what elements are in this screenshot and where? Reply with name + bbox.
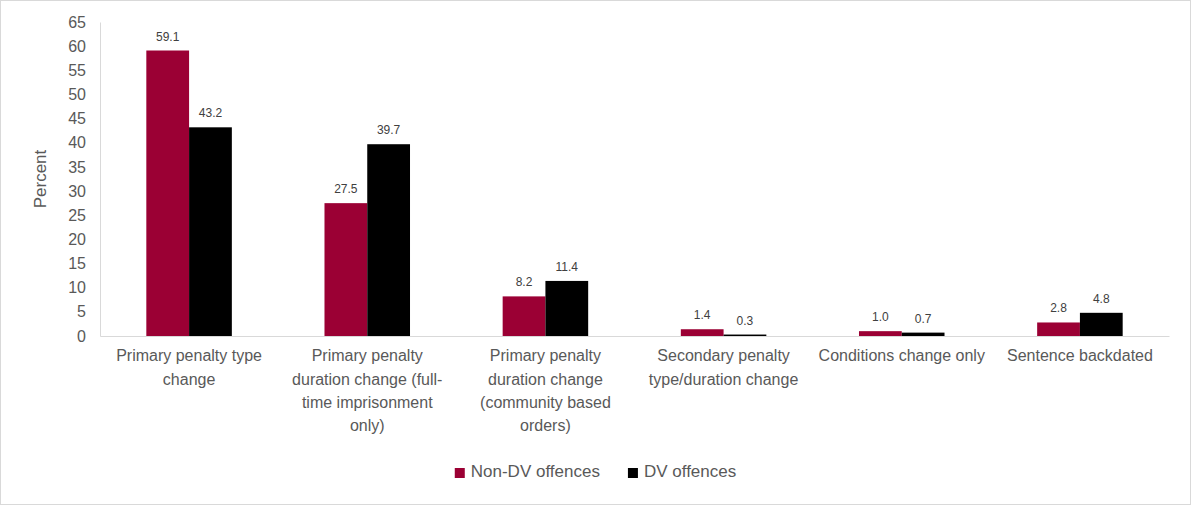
x-tick: Conditions change only <box>819 336 985 364</box>
x-tick-label: Conditions change only <box>819 347 985 364</box>
x-axis: Primary penalty typechangePrimary penalt… <box>101 336 1170 434</box>
y-tick-label: 40 <box>68 134 86 151</box>
y-tick: 0 <box>77 328 100 345</box>
y-tick-label: 20 <box>68 231 86 248</box>
bar <box>146 51 189 336</box>
y-tick-label: 55 <box>68 62 86 79</box>
y-tick: 5 <box>77 303 100 320</box>
x-tick-label-line: orders) <box>520 417 571 434</box>
series <box>146 51 1080 336</box>
chart: 0 5 10 15 20 25 30 35 40 45 50 55 60 65 59.1 27.5 8.2 1.4… <box>0 0 1191 505</box>
x-tick: Primary penalty duration change (full-tim… <box>292 336 442 434</box>
y-tick-label: 5 <box>77 303 86 320</box>
bar <box>1080 313 1123 336</box>
data-labels: 59.1 27.5 8.2 1.4 1.0 2.8 43.2 39.7 11.4 0.3 0.7 4.… <box>156 30 1110 328</box>
bar <box>189 127 232 336</box>
y-tick: 65 <box>68 14 100 31</box>
data-label: 4.8 <box>1093 292 1110 306</box>
y-tick-label: 30 <box>68 183 86 200</box>
data-label: 43.2 <box>199 106 223 120</box>
y-tick-label: 0 <box>77 328 86 345</box>
x-tick: Sentence backdated <box>1007 336 1153 364</box>
bar <box>1037 322 1080 336</box>
y-tick-label: 25 <box>68 207 86 224</box>
bar <box>859 331 902 336</box>
x-axis-line <box>101 336 1170 337</box>
y-axis-title: Percent <box>31 149 50 208</box>
x-tick: Primary penalty duration change (community… <box>480 336 611 434</box>
y-tick-label: 35 <box>68 159 86 176</box>
legend-item: Non-DV offences <box>455 462 600 481</box>
x-tick-label: Primary penalty duration change (full-tim… <box>292 347 442 434</box>
data-label: 39.7 <box>377 123 401 137</box>
x-tick-label-line: change <box>163 371 216 388</box>
y-tick-label: 50 <box>68 86 86 103</box>
bar <box>681 329 724 336</box>
y-tick: 20 <box>68 231 100 248</box>
legend-swatch <box>628 468 638 478</box>
y-axis: 0 5 10 15 20 25 30 35 40 45 50 55 60 65 <box>68 14 100 345</box>
chart-frame <box>1 1 1191 505</box>
x-tick-label-line: Sentence backdated <box>1007 347 1153 364</box>
y-tick-label: 15 <box>68 255 86 272</box>
y-tick: 50 <box>68 86 100 103</box>
bar <box>324 203 367 336</box>
x-tick-label-line: Secondary penalty <box>657 347 790 364</box>
data-label: 0.3 <box>737 314 754 328</box>
bar <box>503 296 546 336</box>
data-label: 27.5 <box>334 182 358 196</box>
x-tick: Primary penalty type change <box>116 336 262 388</box>
data-label: 1.0 <box>872 310 889 324</box>
x-tick-label-line: Primary penalty <box>490 347 601 364</box>
bar <box>367 144 410 336</box>
y-tick: 35 <box>68 159 100 176</box>
legend-item: DV offences <box>628 462 736 481</box>
bar <box>545 281 588 336</box>
y-axis-line <box>100 23 101 337</box>
legend-label: DV offences <box>644 462 736 481</box>
y-tick-label: 10 <box>68 279 86 296</box>
series <box>189 127 1123 336</box>
bar <box>724 335 767 336</box>
legend: Non-DV offences DV offences <box>455 462 736 481</box>
x-tick-label: Primary penalty duration change (community… <box>480 347 611 434</box>
y-tick: 55 <box>68 62 100 79</box>
y-tick: 45 <box>68 110 100 127</box>
legend-swatch <box>455 468 465 478</box>
data-label: 0.7 <box>915 312 932 326</box>
data-label: 8.2 <box>516 275 533 289</box>
x-tick-label: Secondary penalty type/duration change <box>649 347 799 387</box>
x-tick-label-line: time imprisonment <box>302 394 433 411</box>
x-tick-label: Sentence backdated <box>1007 347 1153 364</box>
x-tick-label: Primary penalty type change <box>116 347 262 387</box>
y-tick-label: 45 <box>68 110 86 127</box>
y-tick: 40 <box>68 134 100 151</box>
x-tick-label-line: (community based <box>480 394 611 411</box>
data-label: 59.1 <box>156 30 180 44</box>
x-tick-label-line: type/duration change <box>649 371 799 388</box>
x-tick-label-line: only) <box>350 417 385 434</box>
legend-label: Non-DV offences <box>471 462 600 481</box>
bars <box>146 51 1122 336</box>
data-label: 1.4 <box>694 308 711 322</box>
data-label: 11.4 <box>556 260 579 274</box>
y-tick: 60 <box>68 38 100 55</box>
y-tick: 25 <box>68 207 100 224</box>
data-label: 2.8 <box>1050 301 1067 315</box>
x-tick: Secondary penalty type/duration change <box>649 336 799 388</box>
x-tick-label-line: duration change <box>488 371 603 388</box>
y-tick: 10 <box>68 279 100 296</box>
y-tick-label: 60 <box>68 38 86 55</box>
y-tick-label: 65 <box>68 14 86 31</box>
y-tick: 30 <box>68 183 100 200</box>
plot: 0 5 10 15 20 25 30 35 40 45 50 55 60 65 59.1 27.5 8.2 1.4… <box>68 14 1169 434</box>
y-tick: 15 <box>68 255 100 272</box>
x-tick-label-line: Conditions change only <box>819 347 985 364</box>
x-tick-label-line: Primary penalty type <box>116 347 262 364</box>
x-tick-label-line: Primary penalty <box>312 347 423 364</box>
x-tick-label-line: duration change (full- <box>292 371 442 388</box>
bar <box>902 333 945 336</box>
